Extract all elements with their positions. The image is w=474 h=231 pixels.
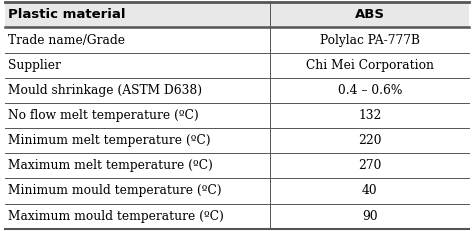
Text: Maximum melt temperature (ºC): Maximum melt temperature (ºC) (9, 159, 213, 172)
Bar (271, 153, 469, 178)
Text: Polylac PA-777B: Polylac PA-777B (320, 33, 420, 46)
Text: ABS: ABS (355, 8, 385, 21)
Text: Chi Mei Corporation: Chi Mei Corporation (306, 59, 434, 72)
Bar (271, 128, 469, 153)
Text: 0.4 – 0.6%: 0.4 – 0.6% (337, 84, 402, 97)
Text: 40: 40 (362, 185, 378, 198)
Bar (5, 128, 271, 153)
Bar (5, 103, 271, 128)
Text: Minimum melt temperature (ºC): Minimum melt temperature (ºC) (9, 134, 211, 147)
Text: Plastic material: Plastic material (9, 8, 126, 21)
Bar (5, 53, 271, 78)
Bar (5, 178, 271, 204)
Text: Supplier: Supplier (9, 59, 61, 72)
Text: Mould shrinkage (ASTM D638): Mould shrinkage (ASTM D638) (9, 84, 202, 97)
Bar (271, 78, 469, 103)
Bar (271, 204, 469, 229)
Bar (271, 53, 469, 78)
Text: 270: 270 (358, 159, 382, 172)
Bar (271, 2, 469, 27)
Bar (271, 178, 469, 204)
Bar (5, 204, 271, 229)
Bar (5, 2, 271, 27)
Text: 132: 132 (358, 109, 382, 122)
Text: Maximum mould temperature (ºC): Maximum mould temperature (ºC) (9, 210, 224, 223)
Bar (5, 153, 271, 178)
Text: 90: 90 (362, 210, 378, 223)
Bar (271, 27, 469, 53)
Text: Minimum mould temperature (ºC): Minimum mould temperature (ºC) (9, 185, 222, 198)
Text: No flow melt temperature (ºC): No flow melt temperature (ºC) (9, 109, 199, 122)
Text: Trade name/Grade: Trade name/Grade (9, 33, 126, 46)
Text: 220: 220 (358, 134, 382, 147)
Bar (5, 78, 271, 103)
Bar (5, 27, 271, 53)
Bar (271, 103, 469, 128)
